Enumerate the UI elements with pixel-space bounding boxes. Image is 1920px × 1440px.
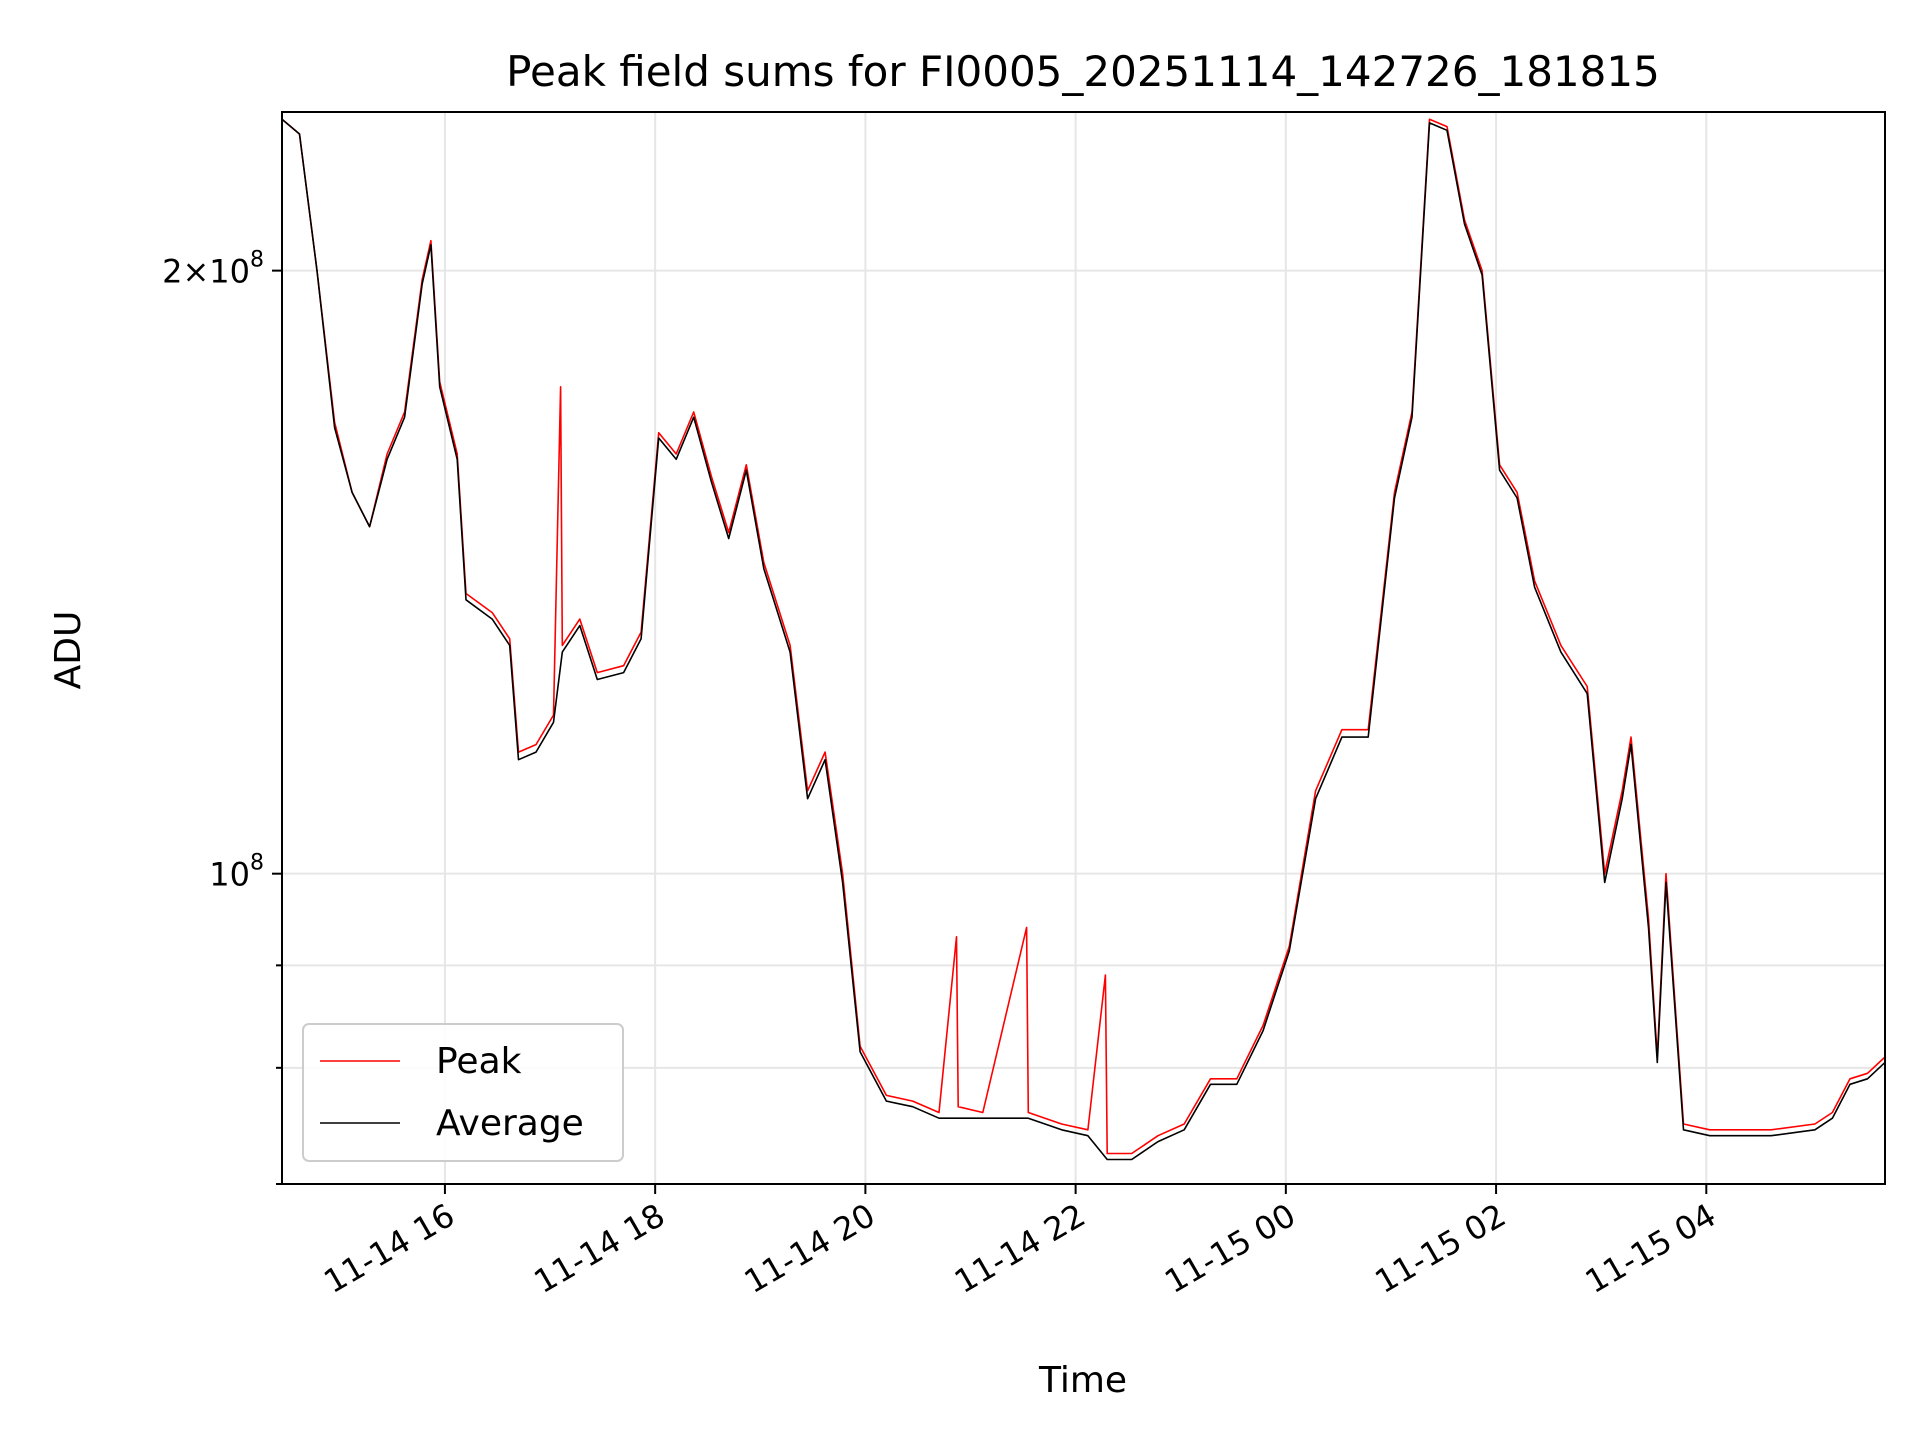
- y-tick-label: 108: [209, 851, 264, 894]
- x-axis-label: Time: [1038, 1360, 1127, 1401]
- y-axis-ticks: 108 2×108: [162, 248, 282, 1185]
- series-layer: [281, 118, 1886, 1161]
- grid: [282, 112, 1885, 1185]
- plot-frame: [281, 111, 1886, 1185]
- y-tick-label: 2×108: [162, 248, 264, 291]
- legend-label-average: Average: [436, 1103, 584, 1144]
- legend: Peak Average: [302, 1023, 624, 1162]
- legend-box: [302, 1023, 624, 1162]
- legend-label-peak: Peak: [436, 1041, 522, 1082]
- y-axis-label: ADU: [48, 611, 89, 690]
- series-line-average: [281, 118, 1886, 1161]
- chart-title: Peak field sums for FI0005_20251114_1427…: [506, 47, 1660, 96]
